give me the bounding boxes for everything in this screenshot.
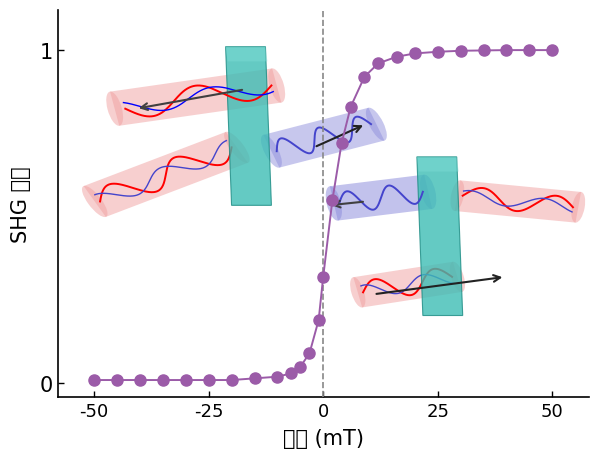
X-axis label: 磁場 (mT): 磁場 (mT) [283, 428, 364, 448]
Polygon shape [417, 157, 463, 316]
Polygon shape [110, 69, 281, 127]
Polygon shape [226, 48, 268, 62]
Ellipse shape [451, 181, 464, 212]
Ellipse shape [326, 187, 342, 221]
Polygon shape [455, 181, 581, 223]
Ellipse shape [571, 192, 585, 223]
Polygon shape [353, 262, 462, 308]
Ellipse shape [450, 262, 465, 292]
Polygon shape [417, 157, 459, 172]
Polygon shape [263, 108, 385, 168]
Polygon shape [83, 133, 248, 218]
Ellipse shape [82, 186, 107, 218]
Ellipse shape [366, 108, 387, 141]
Polygon shape [226, 48, 271, 206]
Ellipse shape [261, 135, 282, 168]
Ellipse shape [106, 92, 123, 127]
Ellipse shape [350, 278, 365, 308]
Ellipse shape [420, 175, 436, 209]
Y-axis label: SHG 強度: SHG 強度 [11, 166, 31, 242]
Ellipse shape [224, 133, 250, 163]
Ellipse shape [268, 69, 285, 103]
Polygon shape [330, 175, 432, 221]
